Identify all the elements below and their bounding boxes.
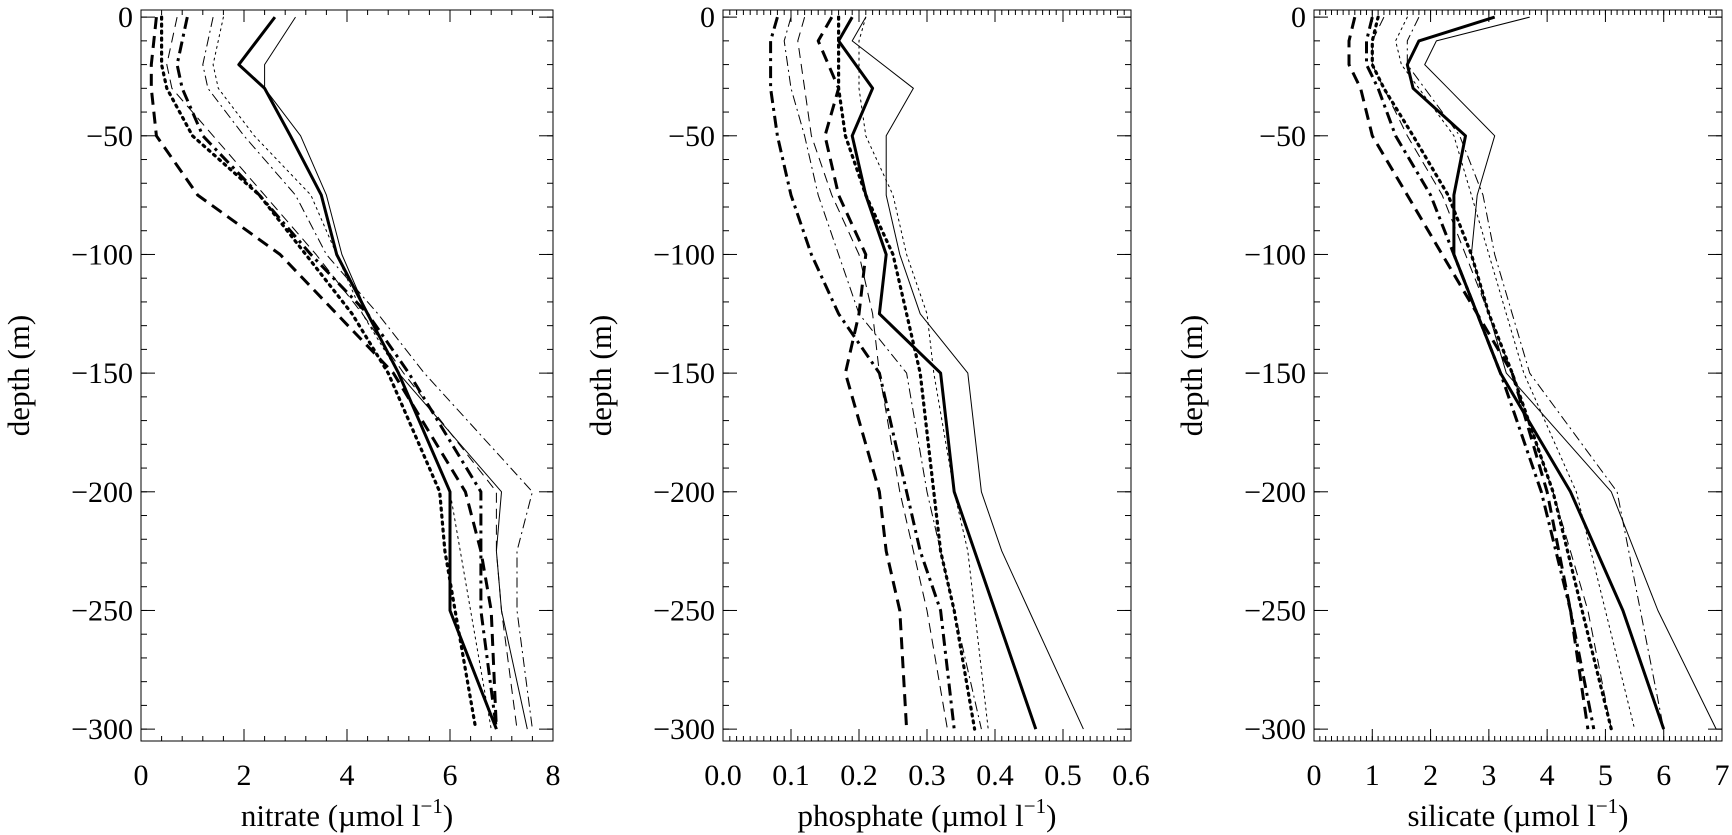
x-tick-label: 0 bbox=[1307, 759, 1322, 792]
x-axis-label-sup: −1 bbox=[1024, 794, 1046, 818]
y-tick-label: −250 bbox=[653, 594, 715, 627]
x-tick-label: 0.4 bbox=[976, 759, 1014, 792]
x-tick-label: 4 bbox=[340, 759, 355, 792]
series-line-thick-dash bbox=[149, 16, 498, 730]
x-tick-label: 0.6 bbox=[1112, 759, 1150, 792]
plot-frame bbox=[1313, 9, 1723, 742]
x-tick-label: 0.1 bbox=[772, 759, 810, 792]
plot-frame bbox=[722, 9, 1132, 742]
y-axis-label: depth (m) bbox=[1, 315, 36, 436]
x-tick-label: 6 bbox=[443, 759, 458, 792]
series-line-thin-dash bbox=[1371, 16, 1612, 730]
x-axis-label-main: silicate (µmol l bbox=[1408, 798, 1596, 833]
y-tick-label: 0 bbox=[118, 1, 133, 34]
series-line-thick-solid bbox=[1405, 15, 1666, 730]
series-line-thin-dot bbox=[1395, 16, 1636, 730]
x-axis-label-close: ) bbox=[443, 798, 453, 833]
x-tick-label: 2 bbox=[1423, 759, 1438, 792]
series-line-thin-dashdot bbox=[783, 16, 982, 730]
x-tick-label: 1 bbox=[1365, 759, 1380, 792]
series-line-thin-dot bbox=[212, 16, 492, 730]
series-line-thin-dash bbox=[166, 16, 518, 730]
x-axis-label-close: ) bbox=[1618, 798, 1628, 833]
y-tick-label: −150 bbox=[1244, 357, 1306, 390]
series-line-thick-dot bbox=[1370, 15, 1613, 731]
y-tick-label: −150 bbox=[653, 357, 715, 390]
x-axis-label-close: ) bbox=[1046, 798, 1056, 833]
y-tick-label: −100 bbox=[653, 238, 715, 271]
series-line-thick-dashdot bbox=[1365, 16, 1596, 730]
series-line-thin-solid bbox=[264, 16, 528, 730]
y-tick-label: −50 bbox=[86, 120, 133, 153]
x-axis-label-sup: −1 bbox=[421, 794, 443, 818]
series-line-thick-solid bbox=[237, 16, 498, 730]
series-line-thin-dash bbox=[797, 16, 948, 730]
x-tick-label: 0.2 bbox=[840, 759, 878, 792]
series-line-thick-dashdot bbox=[769, 16, 956, 730]
y-tick-label: −100 bbox=[1244, 238, 1306, 271]
series-line-thin-dashdot bbox=[1406, 16, 1665, 730]
series-line-thin-dot bbox=[858, 16, 989, 730]
y-tick-label: −150 bbox=[71, 357, 133, 390]
y-tick-label: −200 bbox=[653, 476, 715, 509]
x-axis-label: phosphate (µmol l−1) bbox=[798, 794, 1057, 833]
series-line-thick-dash bbox=[1347, 16, 1590, 730]
x-axis-label-main: nitrate (µmol l bbox=[241, 798, 421, 833]
x-tick-label: 3 bbox=[1481, 759, 1496, 792]
y-tick-label: −300 bbox=[71, 713, 133, 746]
x-tick-label: 6 bbox=[1656, 759, 1671, 792]
y-tick-label: −50 bbox=[1259, 120, 1306, 153]
series-line-thin-solid bbox=[851, 16, 1084, 730]
x-tick-label: 8 bbox=[546, 759, 561, 792]
x-tick-label: 5 bbox=[1598, 759, 1613, 792]
x-axis-label-sup: −1 bbox=[1596, 794, 1618, 818]
y-tick-label: −250 bbox=[1244, 594, 1306, 627]
y-axis-label: depth (m) bbox=[583, 315, 618, 436]
x-tick-label: 0.3 bbox=[908, 759, 946, 792]
series-line-thin-dashdot bbox=[202, 16, 533, 730]
series-line-thick-dot bbox=[836, 15, 977, 731]
y-tick-label: −250 bbox=[71, 594, 133, 627]
x-axis-label-main: phosphate (µmol l bbox=[798, 798, 1024, 833]
panel-1: 0 2 4 6 8 0 −50 −100 −150 −200 −250 −300 nitrate (µm… bbox=[1, 1, 561, 833]
x-axis-label: silicate (µmol l−1) bbox=[1408, 794, 1629, 833]
x-tick-label: 0 bbox=[134, 759, 149, 792]
y-axis-label: depth (m) bbox=[1174, 315, 1209, 436]
x-tick-label: 2 bbox=[237, 759, 252, 792]
series-line-thick-solid bbox=[837, 16, 1038, 730]
plot-frame bbox=[140, 9, 554, 742]
series-line-thick-dashdot bbox=[175, 16, 498, 730]
x-tick-label: 4 bbox=[1540, 759, 1555, 792]
y-tick-label: −200 bbox=[71, 476, 133, 509]
panel-3: 0 1 2 3 4 5 6 7 0 −50 −100 −150 −200 −250 −300 silicate… bbox=[1174, 1, 1730, 833]
x-axis-label: nitrate (µmol l−1) bbox=[241, 794, 453, 833]
series-line-thin-solid bbox=[1424, 16, 1717, 730]
x-tick-label: 0.0 bbox=[704, 759, 742, 792]
y-tick-label: −300 bbox=[1244, 713, 1306, 746]
y-tick-label: 0 bbox=[700, 1, 715, 34]
x-tick-label: 7 bbox=[1715, 759, 1730, 792]
y-tick-label: −300 bbox=[653, 713, 715, 746]
series-line-thick-dot bbox=[160, 15, 478, 731]
y-tick-label: −200 bbox=[1244, 476, 1306, 509]
y-tick-label: −100 bbox=[71, 238, 133, 271]
x-tick-label: 0.5 bbox=[1044, 759, 1082, 792]
y-tick-label: 0 bbox=[1291, 1, 1306, 34]
y-tick-label: −50 bbox=[668, 120, 715, 153]
panel-2: 0.0 0.1 0.2 0.3 0.4 0.5 0.6 0 −50 −100 −150 −200 −25… bbox=[583, 1, 1150, 833]
